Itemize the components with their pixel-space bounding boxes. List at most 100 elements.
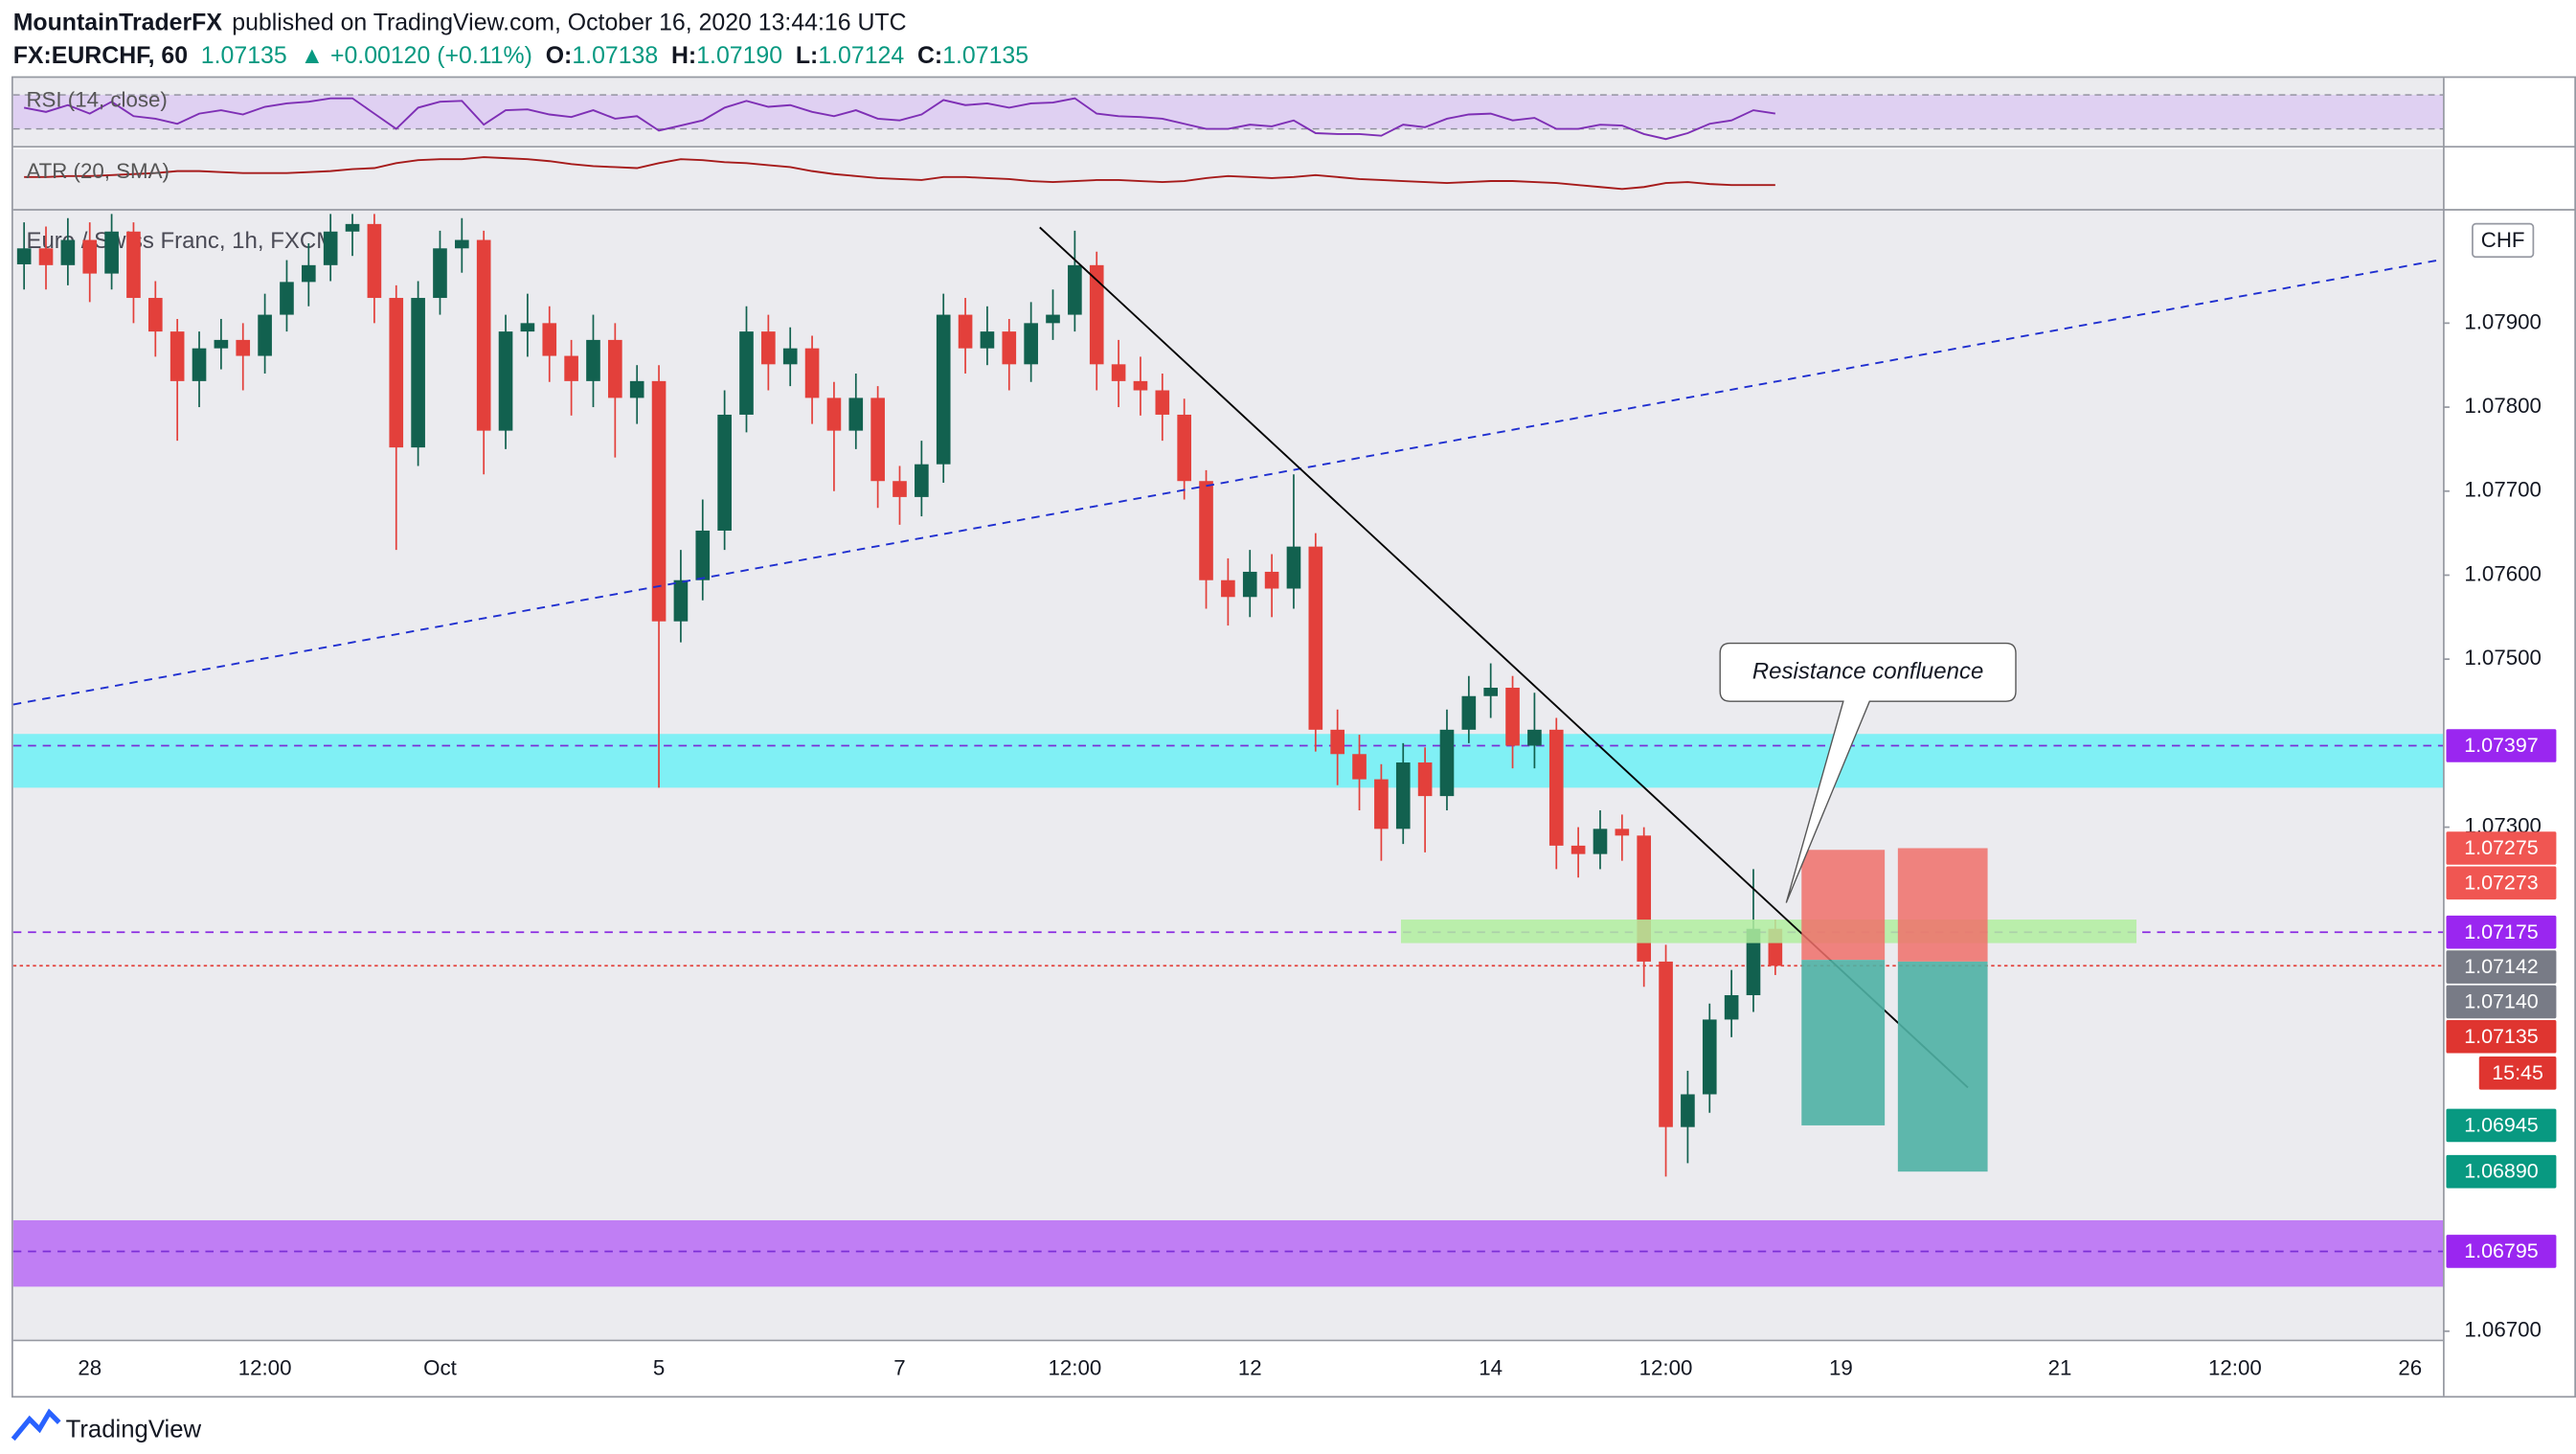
candle-body: [1505, 687, 1520, 746]
y-tick-label: 1.07800: [2464, 394, 2542, 418]
candle-body: [739, 331, 754, 415]
position-risk: [1897, 848, 1988, 962]
price-badge: [2446, 831, 2557, 865]
candle-body: [1242, 571, 1257, 598]
price-axis: [2443, 78, 2576, 1340]
candle-body: [433, 248, 447, 299]
candle-body: [1155, 390, 1170, 415]
candle-body: [1417, 762, 1433, 797]
price-badge: [2446, 866, 2557, 900]
atr-pane: [12, 148, 2444, 210]
ohlc-label: L:: [796, 41, 818, 68]
price-badge-label: 1.06890: [2464, 1160, 2539, 1183]
price-badge: [2446, 985, 2557, 1019]
countdown: 15:45: [2492, 1061, 2543, 1084]
main-layer: Euro / Swiss Franc, 1h, FXCM: [12, 214, 2444, 1287]
candle-body: [345, 223, 360, 232]
callout-bubble: [1719, 642, 2017, 903]
indicator-line: [24, 156, 1775, 191]
published: published on TradingView.com, October 16…: [232, 9, 906, 35]
candle-body: [1439, 729, 1455, 797]
price-badge-label: 1.06945: [2464, 1113, 2539, 1136]
x-tick-label: 12:00: [2208, 1356, 2262, 1380]
footer-logo: TradingView: [11, 1408, 202, 1443]
candle-body: [520, 323, 535, 332]
y-tick-label: 1.07600: [2464, 561, 2542, 585]
candle-body: [1395, 762, 1411, 829]
candle-body: [1111, 364, 1126, 381]
candle-body: [1002, 331, 1017, 365]
candle-body: [1548, 729, 1564, 846]
price-badge: [2446, 950, 2557, 984]
rsi-band: [12, 95, 2444, 129]
candle-body: [1330, 729, 1344, 755]
brand: TradingView: [66, 1417, 202, 1443]
x-tick-label: 12:00: [238, 1356, 292, 1380]
rsi-layer: RSI (14, close): [12, 87, 2444, 141]
change: ▲ +0.00120 (+0.11%): [300, 41, 532, 68]
atr-layer: ATR (20, SMA): [24, 156, 1775, 191]
x-tick-label: 12: [1238, 1356, 1262, 1380]
price-badge: [2446, 915, 2557, 949]
candle-body: [126, 231, 141, 299]
price-badge-label: 1.07140: [2464, 989, 2539, 1012]
candle-body: [1221, 579, 1235, 598]
last-price: 1.07135: [201, 41, 287, 68]
candle-body: [214, 339, 229, 349]
candle-body: [1068, 264, 1082, 315]
zone: [1400, 920, 2137, 943]
ohlc-value: 1.07190: [696, 41, 782, 68]
candle-body: [367, 223, 382, 299]
y-tick-label: 1.07900: [2464, 309, 2542, 333]
x-tick-label: Oct: [423, 1356, 457, 1380]
candle-body: [323, 231, 338, 265]
candle-body: [893, 481, 907, 497]
candle-body: [1702, 1019, 1717, 1095]
candle-body: [1352, 754, 1367, 780]
candle-body: [104, 231, 119, 274]
publish-line: MountainTraderFX published on TradingVie…: [13, 9, 907, 35]
candle-body: [1746, 928, 1761, 995]
x-tick-label: 12:00: [1639, 1356, 1693, 1380]
candle-body: [1483, 687, 1499, 696]
candle-body: [147, 298, 163, 332]
candle-body: [1286, 546, 1301, 589]
y-tick-label: 1.06700: [2464, 1318, 2542, 1342]
price-badge: [2446, 1154, 2557, 1189]
indicator-line: [23, 97, 1775, 141]
candle-body: [1024, 323, 1038, 365]
countdown-badge: [2478, 1056, 2557, 1090]
position-risk: [1801, 850, 1886, 961]
candle-body: [1593, 829, 1608, 854]
zone: [12, 1220, 2444, 1287]
symbol: FX:EURCHF, 60: [13, 41, 188, 68]
candle-body: [192, 348, 207, 381]
indicator-label: ATR (20, SMA): [26, 159, 169, 183]
series-title: Euro / Swiss Franc, 1h, FXCM: [26, 228, 335, 254]
candle-body: [651, 380, 667, 622]
price-badge: [2446, 1108, 2557, 1143]
candle-body: [1374, 779, 1389, 829]
candle-body: [915, 464, 929, 497]
candle-body: [542, 323, 557, 356]
candle-body: [258, 314, 272, 356]
candle-body: [936, 314, 951, 465]
candle-body: [848, 398, 864, 431]
candle-body: [1724, 994, 1739, 1020]
ohlc-value: 1.07138: [572, 41, 658, 68]
x-tick-label: 26: [2398, 1356, 2422, 1380]
x-tick-label: 19: [1829, 1356, 1853, 1380]
price-badge-label: 1.07275: [2464, 836, 2539, 859]
candle-body: [586, 339, 600, 381]
price-badge-label: 1.07135: [2464, 1025, 2539, 1048]
ohlc-value: 1.07124: [818, 41, 904, 68]
price-badge-label: 1.07273: [2464, 871, 2539, 894]
y-tick-label: 1.07500: [2464, 646, 2542, 670]
candle-body: [564, 355, 578, 381]
author: MountainTraderFX: [13, 9, 223, 35]
candle-body: [980, 331, 995, 349]
candle-body: [1177, 414, 1191, 482]
callout-text: Resistance confluence: [1752, 658, 1983, 684]
